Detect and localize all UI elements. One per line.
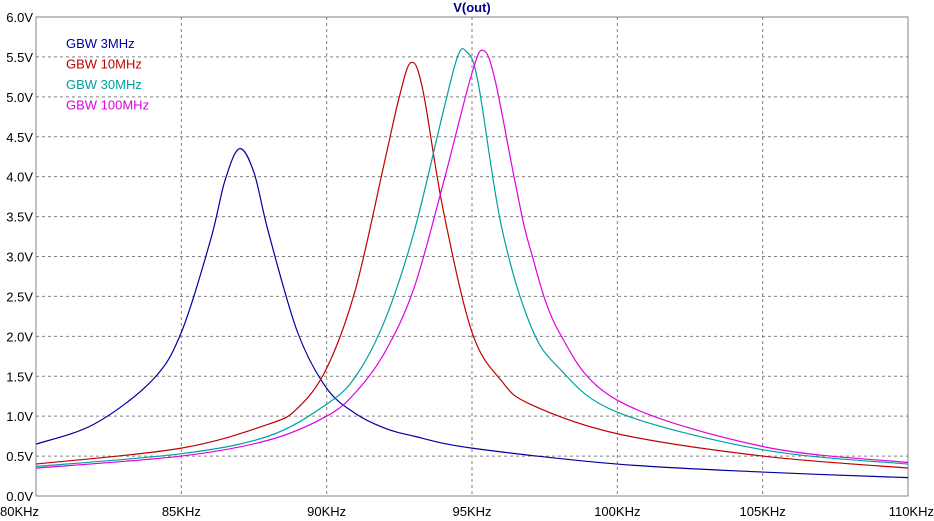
y-tick-label: 2.5V bbox=[6, 289, 33, 304]
y-tick-label: 5.0V bbox=[6, 90, 33, 105]
y-tick-label: 1.0V bbox=[6, 409, 33, 424]
y-tick-label: 4.5V bbox=[6, 130, 33, 145]
y-tick-label: 4.0V bbox=[6, 170, 33, 185]
y-tick-label: 6.0V bbox=[6, 10, 33, 25]
legend: GBW 3MHz GBW 10MHz GBW 30MHz GBW 100MHz bbox=[66, 36, 149, 113]
series-lines bbox=[35, 48, 909, 479]
series-line-2 bbox=[35, 61, 909, 469]
legend-entry-2: GBW 10MHz bbox=[66, 57, 142, 72]
plot-frame bbox=[35, 16, 909, 497]
grid-lines bbox=[36, 17, 908, 496]
legend-entry-1: GBW 3MHz bbox=[66, 36, 135, 51]
series-line-3 bbox=[35, 48, 909, 468]
y-tick-label: 0.0V bbox=[6, 489, 33, 504]
legend-entry-4: GBW 100MHz bbox=[66, 98, 149, 113]
x-tick-label: 95KHz bbox=[452, 504, 491, 519]
x-tick-label: 110KHz bbox=[889, 504, 934, 519]
x-tick-label: 100KHz bbox=[594, 504, 640, 519]
plot-background bbox=[36, 17, 908, 496]
legend-entry-3: GBW 30MHz bbox=[66, 77, 142, 92]
y-tick-label: 2.0V bbox=[6, 329, 33, 344]
chart-title: V(out) bbox=[453, 0, 491, 15]
x-tick-label: 80KHz bbox=[0, 504, 39, 519]
series-line-1 bbox=[35, 148, 909, 479]
y-tick-label: 3.5V bbox=[6, 210, 33, 225]
y-tick-label: 3.0V bbox=[6, 250, 33, 265]
y-tick-label: 1.5V bbox=[6, 369, 33, 384]
x-tick-label: 105KHz bbox=[740, 504, 786, 519]
x-tick-label: 85KHz bbox=[162, 504, 201, 519]
x-axis: 80KHz 85KHz 90KHz 95KHz 100KHz 105KHz 110KHz bbox=[0, 504, 934, 519]
series-line-4 bbox=[35, 49, 909, 469]
y-tick-label: 0.5V bbox=[6, 449, 33, 464]
y-tick-label: 5.5V bbox=[6, 50, 33, 65]
x-tick-label: 90KHz bbox=[307, 504, 346, 519]
y-axis: 0.0V 0.5V 1.0V 1.5V 2.0V 2.5V 3.0V 3.5V 4.0V 4.5V… bbox=[6, 10, 33, 504]
